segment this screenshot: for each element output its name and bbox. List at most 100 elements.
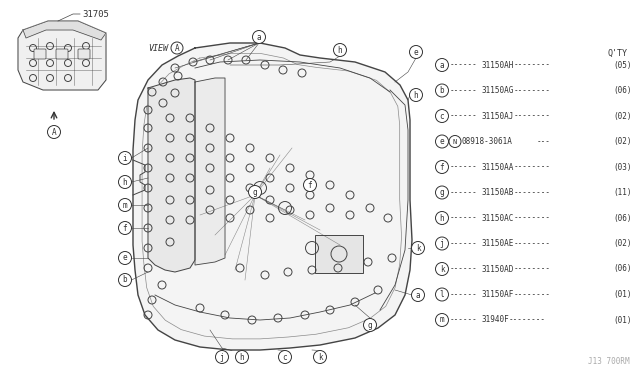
- Text: ---: ---: [537, 137, 551, 146]
- Circle shape: [435, 84, 449, 97]
- Text: Q'TY: Q'TY: [608, 48, 628, 58]
- Text: 08918-3061A: 08918-3061A: [462, 137, 513, 146]
- Circle shape: [435, 263, 449, 276]
- Circle shape: [118, 221, 131, 234]
- Text: (01): (01): [614, 290, 632, 299]
- FancyBboxPatch shape: [34, 49, 46, 59]
- Text: b: b: [123, 276, 127, 285]
- Text: g: g: [253, 187, 257, 196]
- Circle shape: [118, 199, 131, 212]
- Text: --------: --------: [513, 163, 550, 171]
- Text: 31150AD: 31150AD: [482, 264, 515, 273]
- Text: l: l: [440, 290, 444, 299]
- Text: (06): (06): [614, 264, 632, 273]
- Text: ------: ------: [450, 188, 477, 197]
- Text: ------: ------: [450, 214, 477, 222]
- Text: (05): (05): [614, 61, 632, 70]
- Circle shape: [171, 42, 183, 54]
- Circle shape: [435, 212, 449, 224]
- Polygon shape: [148, 78, 195, 272]
- Text: ------: ------: [450, 163, 477, 171]
- Text: --------: --------: [509, 315, 546, 324]
- Text: h: h: [440, 214, 444, 222]
- Text: ------: ------: [450, 61, 477, 70]
- Text: e: e: [123, 253, 127, 263]
- Polygon shape: [18, 21, 106, 90]
- Circle shape: [118, 251, 131, 264]
- Text: --------: --------: [513, 214, 550, 222]
- Circle shape: [435, 314, 449, 327]
- Circle shape: [435, 160, 449, 173]
- Text: a: a: [440, 61, 444, 70]
- Text: A: A: [175, 44, 179, 52]
- Text: --------: --------: [513, 290, 550, 299]
- Text: e: e: [440, 137, 444, 146]
- Text: f: f: [440, 163, 444, 171]
- Circle shape: [118, 151, 131, 164]
- Circle shape: [435, 135, 449, 148]
- Circle shape: [435, 186, 449, 199]
- Text: --------: --------: [513, 264, 550, 273]
- Text: 31150AH: 31150AH: [482, 61, 515, 70]
- Text: (03): (03): [614, 163, 632, 171]
- Text: ------: ------: [450, 290, 477, 299]
- Text: c: c: [440, 112, 444, 121]
- Text: (11): (11): [614, 188, 632, 197]
- Text: 31150AF: 31150AF: [482, 290, 515, 299]
- Text: e: e: [413, 48, 419, 57]
- Text: k: k: [416, 244, 420, 253]
- Text: f: f: [308, 180, 312, 189]
- Text: (02): (02): [614, 137, 632, 146]
- Circle shape: [278, 350, 291, 363]
- Text: ------: ------: [450, 239, 477, 248]
- Circle shape: [118, 176, 131, 189]
- Text: m: m: [440, 315, 444, 324]
- Circle shape: [236, 350, 248, 363]
- Polygon shape: [195, 78, 225, 265]
- Text: 31150AB: 31150AB: [482, 188, 515, 197]
- Text: a: a: [416, 291, 420, 299]
- Text: 31150AC: 31150AC: [482, 214, 515, 222]
- Circle shape: [253, 31, 266, 44]
- FancyBboxPatch shape: [56, 49, 68, 59]
- Text: g: g: [440, 188, 444, 197]
- Text: f: f: [123, 224, 127, 232]
- Circle shape: [410, 89, 422, 102]
- Text: ------: ------: [450, 112, 477, 121]
- Text: h: h: [123, 177, 127, 186]
- Circle shape: [314, 350, 326, 363]
- Text: N: N: [453, 138, 457, 144]
- Text: j: j: [440, 239, 444, 248]
- Text: g: g: [368, 321, 372, 330]
- Circle shape: [412, 289, 424, 301]
- Circle shape: [47, 125, 61, 138]
- Text: (02): (02): [614, 112, 632, 121]
- Text: --------: --------: [513, 188, 550, 197]
- Circle shape: [435, 237, 449, 250]
- Circle shape: [412, 241, 424, 254]
- Text: h: h: [338, 45, 342, 55]
- Text: 31705: 31705: [82, 10, 109, 19]
- Text: (01): (01): [614, 315, 632, 324]
- Circle shape: [410, 45, 422, 58]
- Polygon shape: [23, 21, 106, 40]
- Text: j: j: [220, 353, 224, 362]
- Text: h: h: [240, 353, 244, 362]
- Text: h: h: [413, 90, 419, 99]
- Circle shape: [303, 179, 317, 192]
- FancyBboxPatch shape: [315, 235, 363, 273]
- Text: 31150AJ: 31150AJ: [482, 112, 515, 121]
- Circle shape: [449, 135, 461, 148]
- Text: --------: --------: [513, 61, 550, 70]
- Text: ------: ------: [450, 315, 477, 324]
- Text: 31150AA: 31150AA: [482, 163, 515, 171]
- Text: --------: --------: [513, 112, 550, 121]
- Circle shape: [435, 109, 449, 122]
- Circle shape: [333, 44, 346, 57]
- Text: 31940F: 31940F: [482, 315, 509, 324]
- Text: k: k: [440, 264, 444, 273]
- Text: k: k: [317, 353, 323, 362]
- Text: ------: ------: [450, 86, 477, 95]
- Text: b: b: [440, 86, 444, 95]
- Circle shape: [435, 58, 449, 71]
